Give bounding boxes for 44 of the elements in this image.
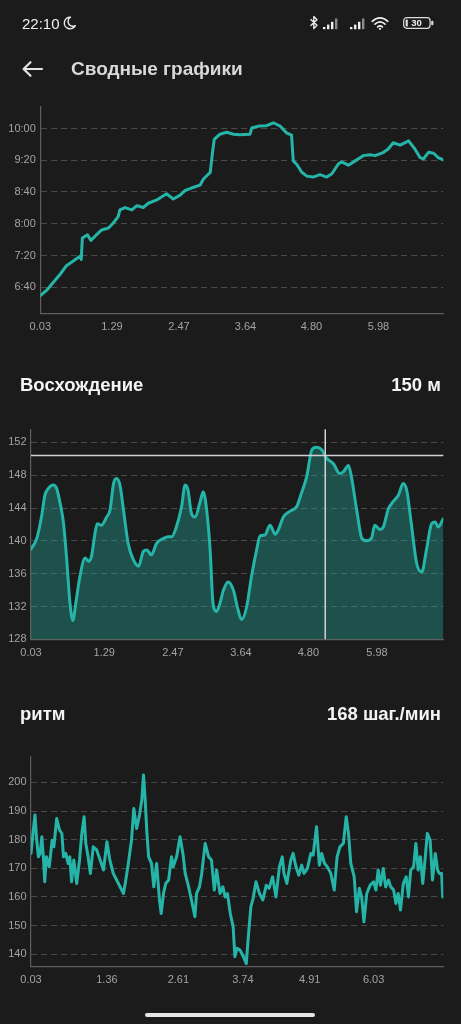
x-tick-label: 0.03: [20, 645, 42, 658]
x-tick-label: 1.29: [93, 645, 115, 658]
y-tick-label: 190: [8, 804, 27, 817]
y-tick-label: 6:40: [14, 280, 36, 293]
x-tick-label: 5.98: [367, 319, 390, 332]
y-tick-label: 132: [8, 599, 27, 612]
x-tick-label: 2.47: [168, 319, 190, 332]
y-tick-label: 144: [8, 501, 27, 514]
x-tick-label: 0.03: [20, 973, 42, 986]
y-tick-label: 160: [8, 889, 27, 902]
x-tick-label: 3.64: [234, 319, 257, 332]
y-tick-label: 140: [8, 533, 27, 546]
y-tick-label: 8:40: [14, 185, 36, 198]
x-tick-label: 4.80: [297, 645, 320, 658]
chart-title: ритм: [20, 703, 66, 724]
y-tick-label: 128: [8, 632, 27, 645]
chart-subtitle: 150 м: [391, 374, 441, 395]
x-tick-label: 0.03: [29, 319, 52, 332]
y-tick-label: 180: [8, 832, 27, 845]
chart-title: Сводные графики: [71, 58, 243, 79]
x-tick-label: 4.91: [298, 973, 321, 986]
x-tick-label: 1.29: [101, 319, 123, 332]
y-tick-label: 150: [8, 918, 27, 931]
x-tick-label: 3.74: [232, 973, 254, 986]
y-tick-label: 7:20: [14, 248, 36, 261]
x-tick-label: 6.03: [362, 973, 385, 986]
x-tick-label: 4.80: [300, 319, 323, 332]
x-tick-label: 3.64: [230, 645, 252, 658]
y-tick-label: 136: [8, 566, 27, 579]
chart-subtitle: 168 шаг./мин: [326, 703, 441, 724]
x-tick-label: 1.36: [96, 973, 118, 986]
y-tick-label: 148: [8, 468, 27, 481]
y-tick-label: 140: [8, 947, 27, 960]
y-tick-label: 9:20: [14, 153, 36, 166]
x-tick-label: 2.47: [162, 645, 184, 658]
y-tick-label: 152: [8, 435, 27, 448]
y-tick-label: 10:00: [8, 121, 36, 134]
y-tick-label: 170: [8, 861, 27, 874]
y-tick-label: 8:00: [14, 216, 36, 229]
text: 22:10: [22, 15, 60, 32]
y-tick-label: 200: [8, 775, 27, 788]
x-tick-label: 5.98: [366, 645, 388, 658]
chart-title: Восхождение: [20, 374, 144, 395]
x-tick-label: 2.61: [167, 973, 190, 986]
